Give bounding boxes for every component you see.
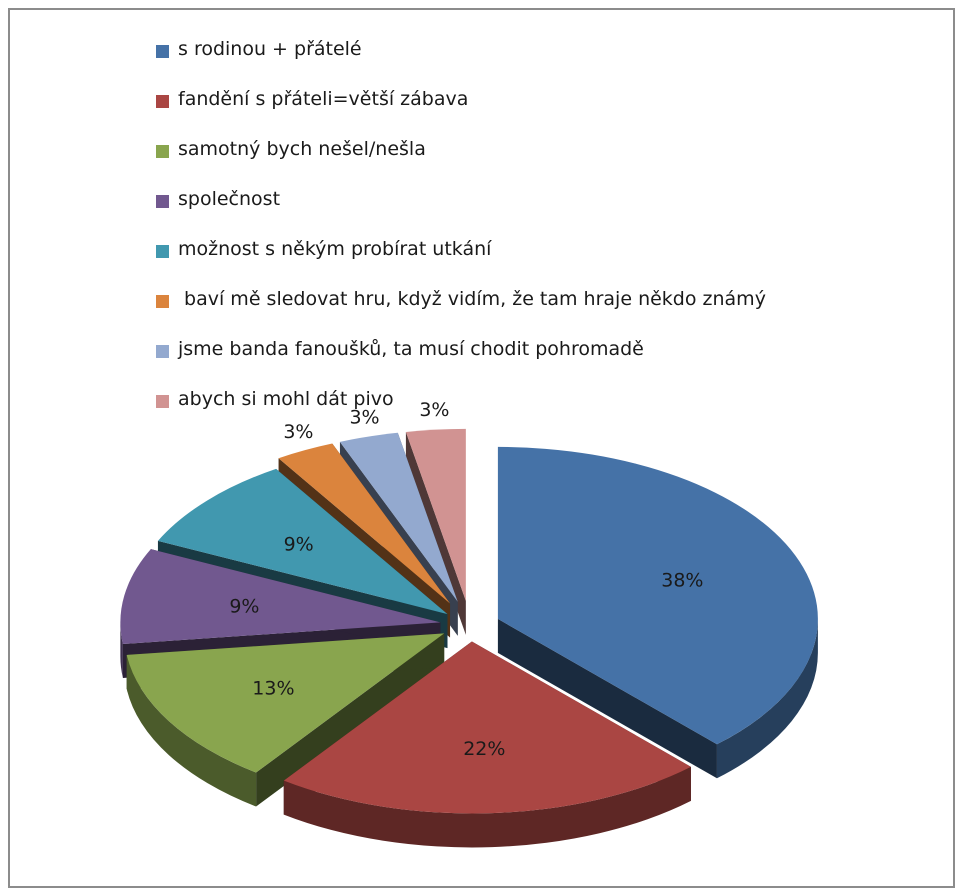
slice-value-label: 3% <box>349 406 379 428</box>
legend-label: společnost <box>178 188 281 210</box>
legend-label: možnost s někým probírat utkání <box>178 238 492 260</box>
legend-swatch <box>156 95 169 108</box>
legend-swatch <box>156 345 169 358</box>
legend-swatch <box>156 295 169 308</box>
legend-swatch <box>156 145 169 158</box>
pie-slice <box>126 633 445 807</box>
legend-label: jsme banda fanoušků, ta musí chodit pohr… <box>178 338 644 360</box>
slice-value-label: 38% <box>661 570 703 592</box>
legend-swatch <box>156 45 169 58</box>
pie-slice <box>497 446 818 779</box>
slice-value-label: 9% <box>229 596 259 618</box>
legend-label: samotný bych nešel/nešla <box>178 138 426 160</box>
slice-value-label: 3% <box>419 399 449 421</box>
legend-swatch <box>156 245 169 258</box>
legend-label: baví mě sledovat hru, když vidím, že tam… <box>178 288 766 310</box>
slice-value-label: 22% <box>463 738 505 760</box>
legend-label: abych si mohl dát pivo <box>178 388 394 410</box>
legend-swatch <box>156 395 169 408</box>
slice-value-label: 3% <box>283 421 313 443</box>
slice-value-label: 9% <box>284 534 314 556</box>
legend-label: s rodinou + přátelé <box>178 38 362 60</box>
slice-value-label: 13% <box>252 678 294 700</box>
pie-slice <box>283 641 691 848</box>
legend-label: fandění s přáteli=větší zábava <box>178 88 469 110</box>
legend-swatch <box>156 195 169 208</box>
